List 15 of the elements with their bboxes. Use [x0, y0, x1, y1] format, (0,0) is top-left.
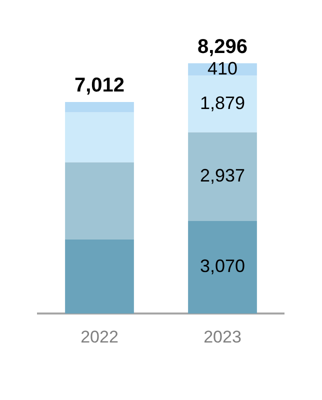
bar [65, 239, 134, 314]
bar [65, 162, 134, 240]
bar [65, 112, 134, 162]
bar [65, 102, 134, 112]
bar [188, 220, 257, 314]
total-label: 7,012 [74, 74, 125, 97]
x-tick-label: 2023 [204, 327, 242, 346]
total-label: 8,296 [197, 36, 248, 58]
bar [188, 76, 257, 132]
data-label: 410 [207, 58, 238, 78]
x-tick-label: 2022 [80, 327, 118, 346]
data-label: 1,879 [200, 92, 246, 113]
bar [188, 132, 257, 221]
data-label: 3,070 [200, 256, 246, 276]
data-label: 2,937 [200, 166, 246, 186]
